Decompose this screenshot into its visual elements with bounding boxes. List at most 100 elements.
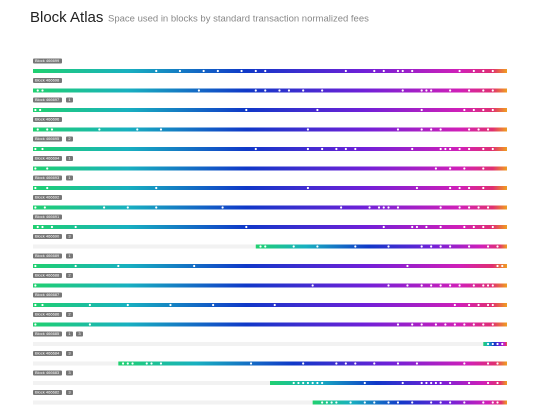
dot bbox=[50, 128, 54, 131]
block-label: Block 466685 bbox=[35, 331, 60, 336]
dot bbox=[482, 147, 485, 151]
dot bbox=[335, 362, 338, 365]
dot bbox=[449, 147, 452, 151]
bar bbox=[33, 108, 507, 112]
block-label: Block 466695 bbox=[35, 136, 60, 141]
dot bbox=[491, 69, 494, 73]
dot bbox=[439, 147, 442, 151]
dot bbox=[486, 128, 490, 131]
dot bbox=[245, 108, 248, 112]
dot bbox=[311, 284, 314, 287]
dot bbox=[216, 69, 219, 73]
bar bbox=[33, 264, 507, 268]
dot bbox=[321, 401, 324, 404]
dot bbox=[477, 128, 480, 131]
dot bbox=[387, 401, 390, 404]
dot bbox=[396, 128, 400, 131]
dot bbox=[491, 108, 494, 112]
dot bbox=[321, 89, 324, 92]
dot bbox=[434, 323, 437, 326]
dot bbox=[316, 245, 319, 248]
dot bbox=[259, 245, 262, 248]
dot bbox=[41, 89, 44, 92]
dot bbox=[449, 186, 452, 190]
dot bbox=[420, 381, 423, 385]
badge bbox=[66, 175, 73, 181]
dot bbox=[159, 362, 163, 365]
dot bbox=[458, 147, 461, 151]
dot bbox=[46, 128, 49, 131]
dot bbox=[406, 284, 409, 287]
dot bbox=[415, 225, 419, 229]
dot bbox=[482, 89, 485, 92]
dot bbox=[453, 303, 456, 307]
label-tag bbox=[33, 214, 62, 220]
bar bbox=[33, 205, 507, 210]
badge bbox=[66, 136, 73, 142]
dot bbox=[382, 206, 385, 209]
dot bbox=[212, 303, 215, 307]
dot bbox=[245, 225, 248, 229]
dot bbox=[491, 147, 494, 151]
dot bbox=[491, 342, 494, 346]
dot bbox=[354, 147, 357, 151]
block-label: Block 466698 bbox=[35, 78, 60, 83]
badge-text: 2 bbox=[68, 136, 71, 141]
dot bbox=[439, 128, 442, 131]
dot bbox=[491, 303, 494, 307]
dot bbox=[501, 342, 504, 346]
dot bbox=[41, 225, 44, 229]
subtitle: Space used in blocks by standard transac… bbox=[108, 14, 369, 25]
dot bbox=[373, 401, 376, 404]
badge bbox=[66, 234, 73, 239]
dot bbox=[411, 69, 414, 73]
dot bbox=[439, 245, 442, 248]
dot bbox=[430, 245, 433, 248]
dot bbox=[273, 303, 276, 307]
dot bbox=[463, 401, 466, 404]
badge-text: 1 bbox=[68, 97, 71, 102]
bar bbox=[118, 361, 507, 366]
dot bbox=[396, 206, 400, 209]
dot bbox=[249, 362, 253, 365]
dot bbox=[463, 167, 466, 170]
block-label: Block 466683 bbox=[35, 370, 60, 375]
dot bbox=[178, 69, 182, 73]
dot bbox=[472, 323, 475, 326]
dot bbox=[325, 401, 328, 404]
dot bbox=[496, 381, 499, 385]
block-label: Block 466689 bbox=[35, 253, 60, 258]
badge-text: 1 bbox=[68, 253, 71, 258]
dot bbox=[482, 167, 485, 170]
dot bbox=[453, 323, 456, 326]
badge bbox=[66, 156, 73, 161]
label-tag bbox=[33, 58, 62, 64]
badge bbox=[66, 370, 73, 376]
dot bbox=[193, 264, 196, 268]
bar bbox=[483, 342, 507, 346]
dot bbox=[425, 225, 428, 229]
dot bbox=[467, 147, 471, 151]
dot bbox=[491, 323, 494, 326]
label-tag bbox=[33, 370, 62, 376]
dot bbox=[420, 323, 423, 326]
dot bbox=[425, 381, 428, 385]
dot bbox=[491, 284, 494, 287]
badge-text: 3 bbox=[68, 370, 71, 375]
dot bbox=[354, 362, 357, 365]
dot bbox=[472, 225, 475, 229]
dot bbox=[430, 89, 433, 92]
dot bbox=[439, 284, 442, 287]
dot bbox=[368, 206, 371, 209]
dot bbox=[463, 362, 466, 365]
dot bbox=[467, 206, 471, 209]
dot bbox=[34, 323, 37, 326]
dot bbox=[34, 284, 37, 287]
dot bbox=[496, 264, 499, 268]
dot bbox=[34, 206, 37, 209]
dot bbox=[486, 342, 490, 346]
dot bbox=[292, 245, 295, 248]
dot bbox=[486, 206, 490, 209]
dot bbox=[74, 264, 77, 268]
dot bbox=[344, 362, 347, 365]
